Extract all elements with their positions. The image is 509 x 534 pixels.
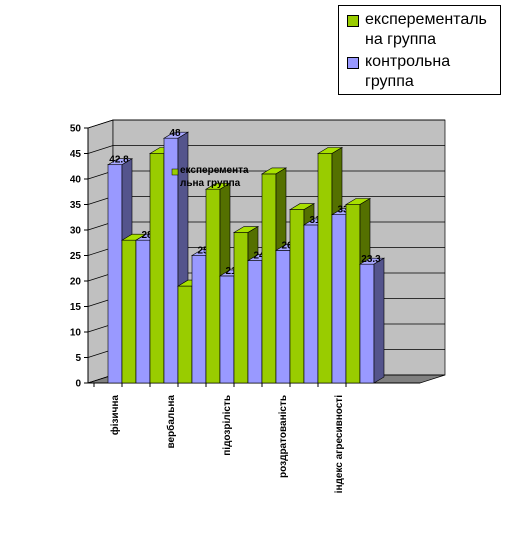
bar-front xyxy=(275,250,291,384)
bar-front xyxy=(219,275,235,384)
legend-label: експеременталь на группа xyxy=(365,11,487,48)
bar-front xyxy=(107,164,123,384)
bar-front xyxy=(359,263,375,384)
data-label: 48 xyxy=(169,128,181,139)
bar-front xyxy=(135,239,151,384)
y-tick-label: 45 xyxy=(70,149,82,160)
legend: експеременталь на группа контрольна групп… xyxy=(338,5,501,95)
bar-front xyxy=(191,255,207,384)
annotation-key xyxy=(171,168,179,176)
x-tick-label: фізична xyxy=(109,395,121,435)
data-label: 26 xyxy=(281,240,293,251)
y-tick-label: 50 xyxy=(70,124,82,135)
annotation-box: експеремента льна группа xyxy=(180,165,249,189)
legend-item: контрольна группа xyxy=(347,52,496,92)
bar-side xyxy=(373,257,385,384)
bar-front xyxy=(317,153,333,384)
bar-front xyxy=(177,285,193,384)
bar-front xyxy=(205,188,221,384)
y-tick-label: 15 xyxy=(70,302,82,313)
x-tick-label: роздратованість xyxy=(278,395,289,478)
bar-front xyxy=(331,214,347,384)
data-label: 24 xyxy=(253,251,265,262)
bar-front xyxy=(345,204,361,384)
bar-front xyxy=(149,153,165,384)
legend-swatch xyxy=(347,15,359,27)
y-tick-label: 20 xyxy=(70,277,82,288)
x-tick-label: вербальна xyxy=(165,395,177,449)
y-tick-label: 30 xyxy=(70,226,82,237)
grid-line xyxy=(87,145,445,154)
y-tick-label: 25 xyxy=(70,251,82,262)
x-tick-label: індекс агресивності xyxy=(334,395,345,494)
bar xyxy=(358,257,386,384)
data-label: 28 xyxy=(141,230,153,241)
y-tick-label: 10 xyxy=(70,328,82,339)
data-label: 23.3 xyxy=(361,254,381,265)
annotation: експеремента льна группа xyxy=(180,165,249,189)
y-tick-label: 5 xyxy=(75,353,81,364)
legend-item: експеременталь на группа xyxy=(347,10,496,50)
bar-front xyxy=(233,232,249,384)
bar-front xyxy=(247,260,263,384)
bar-front xyxy=(261,173,277,384)
y-tick-label: 35 xyxy=(70,200,82,211)
y-tick-label: 40 xyxy=(70,175,82,186)
data-label: 21 xyxy=(225,266,237,277)
x-tick-label: підозрілість xyxy=(222,395,233,456)
legend-swatch xyxy=(347,57,359,69)
legend-label: контрольна группа xyxy=(365,53,451,90)
data-label: 31 xyxy=(309,215,321,226)
bar-front xyxy=(289,209,305,384)
bar-front xyxy=(303,224,319,384)
y-tick-label: 0 xyxy=(75,379,81,390)
data-label: 33 xyxy=(337,205,349,216)
data-label: 42.8 xyxy=(109,155,129,166)
grid-line xyxy=(87,119,445,129)
data-label: 25 xyxy=(197,246,209,257)
bar-front xyxy=(121,239,137,384)
